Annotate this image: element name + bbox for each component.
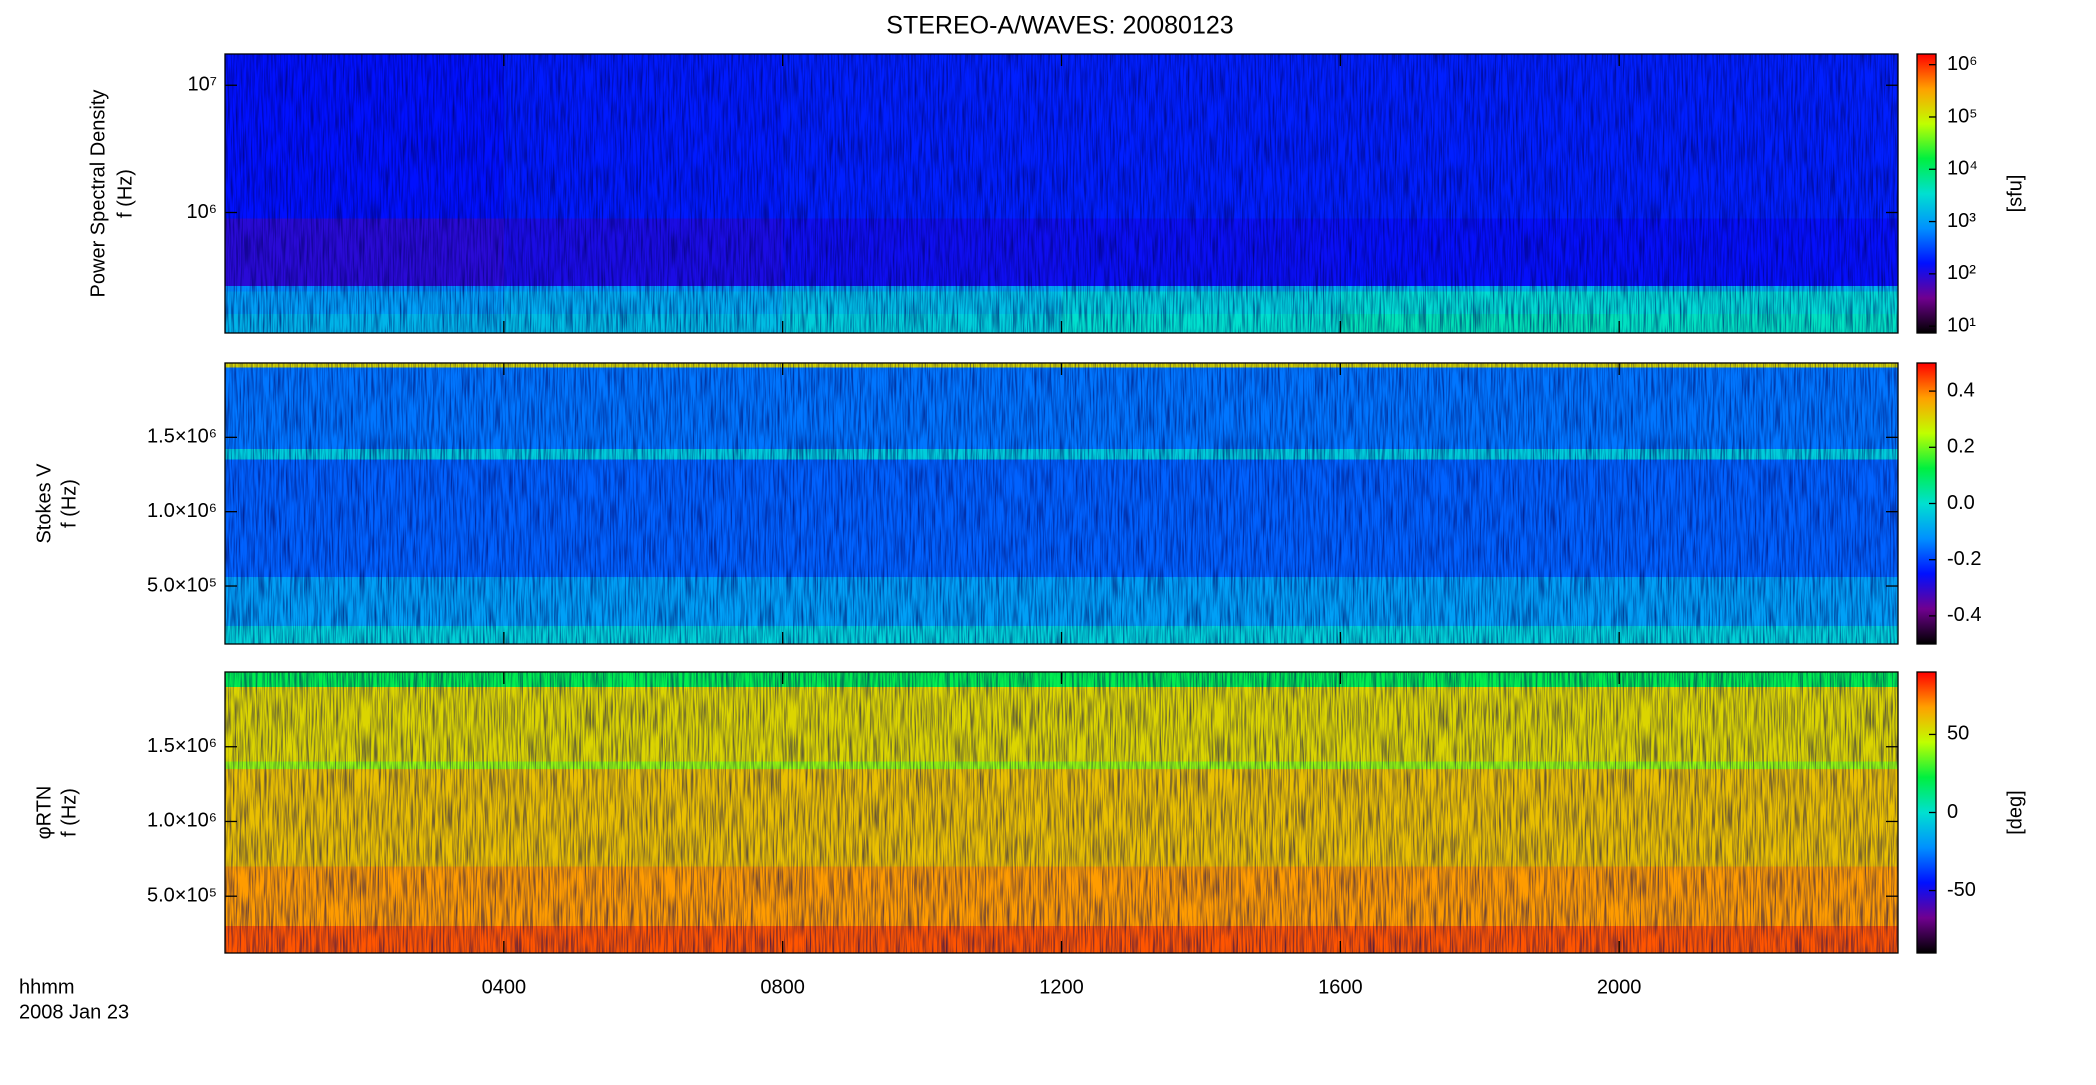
y-tick-label: 5.0×10⁵ [147,884,217,906]
y-tick-label: 10⁶ [187,201,217,223]
texture [225,54,1898,333]
y-tick-label: 10⁷ [188,74,217,96]
y-tick-label: 1.0×10⁶ [147,810,217,832]
colorbar-tick-label: 10⁴ [1947,158,1978,180]
colorbar-tick-label: -50 [1947,879,1976,901]
x-tick-label: 1600 [1318,976,1363,998]
x-axis-date: 2008 Jan 23 [19,1001,129,1023]
colorbar [1916,53,1937,334]
colorbar-tick-label: -0.4 [1947,604,1981,626]
x-tick-label: 2000 [1597,976,1642,998]
colorbar-tick-label: -0.2 [1947,548,1981,570]
colorbar-tick-label: 0.4 [1947,379,1975,401]
y-axis-label: f (Hz) [58,479,80,528]
colorbar-tick-label: 0.2 [1947,436,1975,458]
colorbar-tick-label: 0.0 [1947,492,1975,514]
y-tick-label: 5.0×10⁵ [147,574,217,596]
y-tick-label: 1.0×10⁶ [147,500,217,522]
colorbar-tick-label: 10³ [1947,210,1976,232]
colorbar-tick-label: 10² [1947,262,1976,284]
y-axis-label: φRTN [33,786,55,840]
colorbar-tick-label: 0 [1947,801,1958,823]
y-tick-label: 1.5×10⁶ [147,426,217,448]
colorbar-tick-label: 50 [1947,723,1969,745]
y-axis-label: Stokes V [33,463,55,544]
texture [225,363,1898,644]
texture [225,672,1898,953]
y-axis-label: Power Spectral Density [87,90,109,298]
x-tick-label: 0400 [482,976,527,998]
y-tick-label: 1.5×10⁶ [147,735,217,757]
y-axis-label: f (Hz) [114,169,136,218]
x-tick-label: 1200 [1039,976,1084,998]
panel: 10⁶ 10⁷ Power Spectral Density f (Hz) 10¹ 10²… [87,53,2026,336]
colorbar-tick-label: 10¹ [1947,314,1976,336]
panel: 5.0×10⁵ 1.0×10⁶ 1.5×10⁶ 0400 0800 1200 1600 200… [33,671,2026,998]
chart-title: STEREO-A/WAVES: 20080123 [886,12,1233,40]
colorbar-label: [deg] [2004,790,2026,834]
colorbar-tick-label: 10⁶ [1947,53,1977,75]
x-axis-label: hhmm [19,976,75,998]
y-axis-label: f (Hz) [58,788,80,837]
colorbar-label: [sfu] [2004,175,2026,213]
colorbar-tick-label: 10⁵ [1947,105,1978,127]
x-tick-label: 0800 [760,976,805,998]
